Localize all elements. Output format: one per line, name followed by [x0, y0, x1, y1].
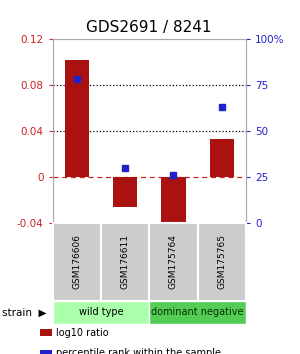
- Text: GSM175765: GSM175765: [217, 234, 226, 290]
- Text: strain  ▶: strain ▶: [2, 307, 46, 318]
- Text: GSM176606: GSM176606: [72, 234, 81, 290]
- Bar: [64, 59, 89, 177]
- Text: GSM176611: GSM176611: [121, 234, 130, 290]
- Text: wild type: wild type: [79, 307, 123, 318]
- Text: log10 ratio: log10 ratio: [56, 328, 109, 338]
- Title: GDS2691 / 8241: GDS2691 / 8241: [86, 20, 212, 35]
- Bar: [113, 177, 137, 207]
- Text: GSM175764: GSM175764: [169, 234, 178, 290]
- Text: dominant negative: dominant negative: [152, 307, 244, 318]
- Text: percentile rank within the sample: percentile rank within the sample: [56, 348, 221, 354]
- Bar: [161, 177, 185, 231]
- Bar: [210, 139, 234, 177]
